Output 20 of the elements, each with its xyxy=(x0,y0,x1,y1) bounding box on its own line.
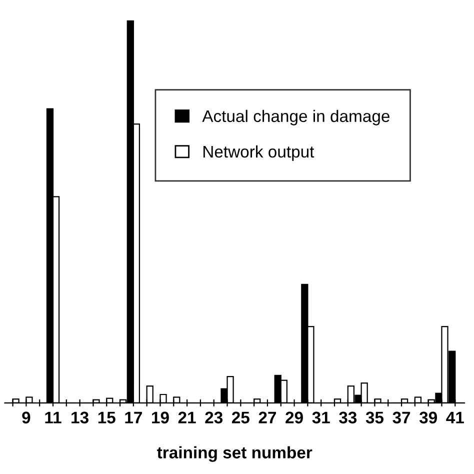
legend-label: Actual change in damage xyxy=(202,110,390,126)
x-tick-label: 9 xyxy=(22,412,30,424)
x-axis-title: training set number xyxy=(157,446,312,462)
x-tick-label: 15 xyxy=(98,412,116,424)
x-tick-label: 33 xyxy=(339,412,357,424)
x-tick-label: 21 xyxy=(178,412,196,424)
x-tick-label: 23 xyxy=(205,412,223,424)
x-tick-label: 27 xyxy=(258,412,276,424)
legend-label: Network output xyxy=(203,145,314,161)
x-tick-label: 29 xyxy=(286,412,303,424)
x-tick-label: 25 xyxy=(232,412,250,424)
x-tick-label: 37 xyxy=(392,412,410,424)
x-tick-label: 31 xyxy=(312,412,330,424)
x-tick-label: 35 xyxy=(366,412,384,424)
x-tick-label: 19 xyxy=(152,412,169,424)
x-tick-label: 39 xyxy=(419,412,437,424)
x-tick-label: 11 xyxy=(45,412,62,424)
x-tick-label: 17 xyxy=(125,412,142,424)
x-tick-label: 13 xyxy=(72,412,88,424)
x-tick-label: 41 xyxy=(446,412,464,424)
